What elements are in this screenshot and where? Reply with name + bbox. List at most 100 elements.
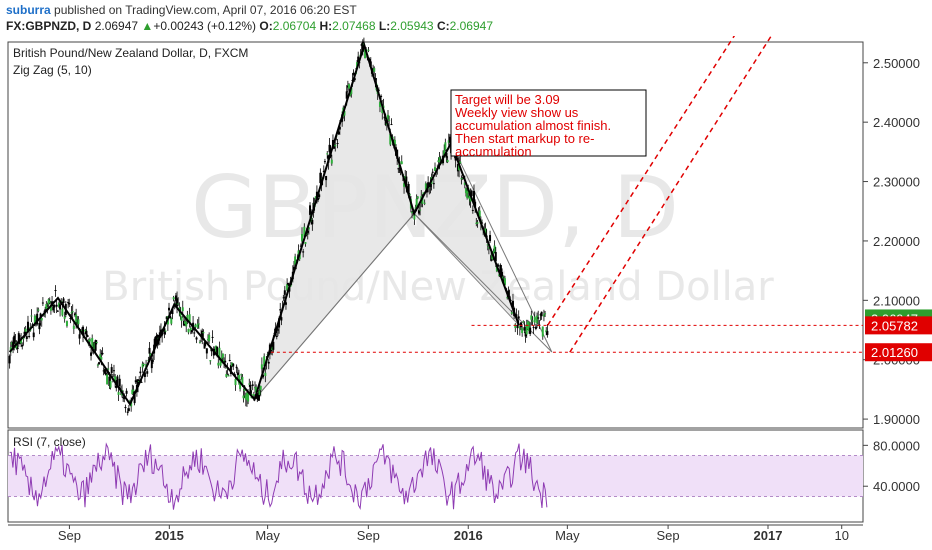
candle-body xyxy=(389,133,392,145)
candle-body xyxy=(26,321,29,331)
candle-body xyxy=(76,322,79,324)
candle-body xyxy=(156,335,159,345)
candle-body xyxy=(263,356,266,367)
price-change: +0.00243 (+0.12%) xyxy=(153,19,257,33)
candle-body xyxy=(267,361,270,364)
candle-body xyxy=(125,390,128,394)
candle-body xyxy=(45,304,48,309)
candle-body xyxy=(203,342,206,349)
candle-body xyxy=(164,330,167,332)
candle-body xyxy=(384,119,387,126)
chart-legend: British Pound/New Zealand Dollar, D, FXC… xyxy=(13,46,248,77)
indicator-label: Zig Zag (5, 10) xyxy=(13,63,92,77)
candle-body xyxy=(517,316,520,319)
candle-body xyxy=(114,376,117,382)
candle-body xyxy=(314,196,317,199)
candle-body xyxy=(84,329,87,332)
candle-body xyxy=(325,175,328,181)
candle-body xyxy=(259,385,262,390)
candle-body xyxy=(282,297,285,299)
candle-body xyxy=(197,323,200,325)
candle-body xyxy=(520,322,522,328)
candle-body xyxy=(444,142,447,151)
candle-body xyxy=(262,374,265,378)
candle-body xyxy=(177,303,180,305)
candle-body xyxy=(100,357,103,360)
candle-body xyxy=(211,336,214,338)
candle-body xyxy=(185,321,188,327)
candle-body xyxy=(168,307,171,311)
high-label: H: xyxy=(319,19,333,33)
candle-body xyxy=(364,49,367,59)
candle-body xyxy=(474,201,477,208)
candle-body xyxy=(30,315,33,317)
publish-header: suburra published on TradingView.com, Ap… xyxy=(0,0,932,36)
rsi-pane: RSI (7, close) 80.0000 40.0000 xyxy=(8,435,920,510)
rsi-tick-label: 40.0000 xyxy=(873,479,920,494)
last-price: 2.06947 xyxy=(94,19,139,33)
candle-body xyxy=(494,252,497,262)
price-chart[interactable]: GBPNZD, D British Pound/New Zealand Doll… xyxy=(0,36,932,550)
candle-body xyxy=(372,68,375,71)
candle-body xyxy=(537,317,540,319)
candle-body xyxy=(471,209,474,211)
candle-body xyxy=(181,307,184,312)
candle-body xyxy=(140,381,143,383)
candle-body xyxy=(510,312,513,314)
candle-body xyxy=(154,337,157,348)
candle-body xyxy=(67,302,70,304)
candle-body xyxy=(137,379,140,387)
candle-body xyxy=(59,304,62,310)
candle-body xyxy=(179,312,182,316)
annotation-line: Target will be 3.09 xyxy=(455,92,560,107)
candle-body xyxy=(65,321,68,326)
candle-body xyxy=(248,383,251,385)
candle-body xyxy=(475,222,478,224)
candle-body xyxy=(103,369,106,374)
candle-body xyxy=(531,320,534,322)
candle-body xyxy=(108,376,111,387)
candle-body xyxy=(299,245,302,247)
candle-body xyxy=(8,355,11,364)
candle-body xyxy=(228,360,231,362)
candle-body xyxy=(205,348,208,354)
candle-body xyxy=(247,392,250,402)
candle-body xyxy=(529,327,532,334)
candle-body xyxy=(227,375,230,377)
candle-body xyxy=(193,332,196,334)
candle-body xyxy=(194,324,197,327)
candle-body xyxy=(318,194,321,198)
candle-body xyxy=(514,324,517,328)
candle-body xyxy=(545,330,548,333)
time-tick-label: 2016 xyxy=(454,528,483,543)
candle-body xyxy=(180,316,183,321)
candle-body xyxy=(461,178,464,180)
price-tag-label: 2.01260 xyxy=(871,345,918,360)
annotation-box[interactable]: Target will be 3.09 Weekly view show us … xyxy=(450,89,647,159)
candle-body xyxy=(284,302,287,305)
candle-body xyxy=(71,311,74,313)
candle-body xyxy=(484,228,487,236)
candle-body xyxy=(353,78,356,81)
candle-body xyxy=(443,150,446,158)
open-label: O: xyxy=(259,19,273,33)
candle-body xyxy=(539,314,542,316)
candle-body xyxy=(32,332,35,338)
projection-arrows xyxy=(547,36,773,353)
author-link[interactable]: suburra xyxy=(6,3,51,17)
candle-body xyxy=(499,264,502,273)
candle-body xyxy=(530,315,533,320)
candle-body xyxy=(13,335,16,344)
candle-body xyxy=(88,339,91,342)
candle-body xyxy=(367,49,370,51)
candle-body xyxy=(408,194,411,196)
candle-body xyxy=(276,329,279,331)
candle-body xyxy=(234,379,237,386)
candle-body xyxy=(307,227,310,230)
candle-body xyxy=(337,131,340,135)
candle-body xyxy=(272,341,275,350)
candle-body xyxy=(497,264,500,267)
candle-body xyxy=(528,321,531,332)
candle-body xyxy=(403,183,406,187)
